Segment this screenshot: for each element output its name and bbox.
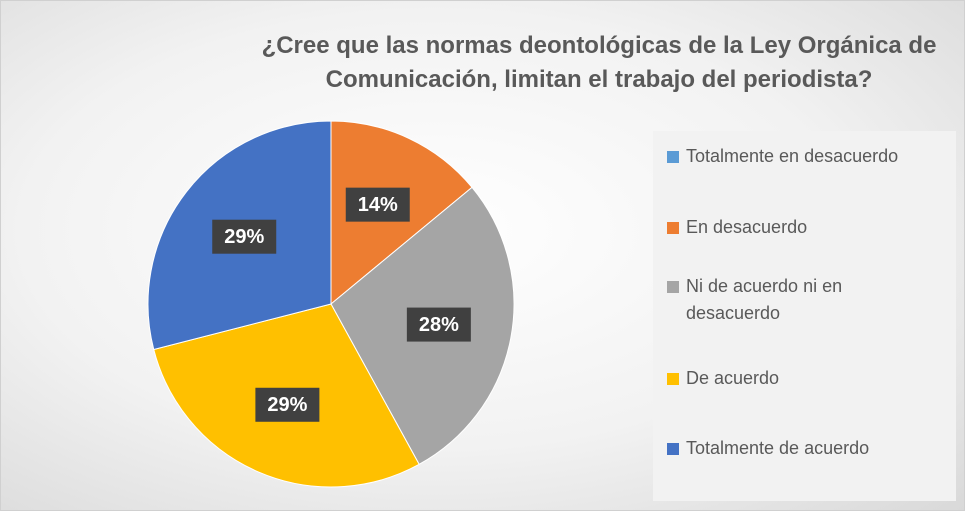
legend-item: Totalmente en desacuerdo [667,143,937,170]
data-label-box [212,219,277,254]
data-label: 29% [267,394,307,416]
data-label: 28% [419,314,459,336]
legend-swatch [667,373,679,385]
legend-item: Totalmente de acuerdo [667,435,937,462]
legend-label: De acuerdo [686,368,780,388]
legend-item: En desacuerdo [667,214,937,241]
data-label-box [255,387,320,422]
legend-swatch [667,151,679,163]
data-label: 14% [358,194,398,216]
legend-label: Totalmente de acuerdo [686,438,870,458]
legend-item: Ni de acuerdo ni en desacuerdo [667,273,937,327]
data-label: 29% [224,226,264,248]
legend-label: En desacuerdo [686,217,808,237]
chart-title: ¿Cree que las normas deontológicas de la… [261,32,937,93]
legend-label: Ni de acuerdo ni en desacuerdo [686,276,843,323]
data-label-box [345,187,410,222]
legend-swatch [667,222,679,234]
legend-swatch [667,443,679,455]
legend-swatch [667,281,679,293]
legend-item: De acuerdo [667,365,937,392]
pie-area: 14% 28% 29% 29% [147,120,515,488]
legend: Totalmente en desacuerdo En desacuerdo Ni … [653,131,956,501]
data-label-box [406,307,471,342]
legend-label: Totalmente en desacuerdo [686,146,899,166]
